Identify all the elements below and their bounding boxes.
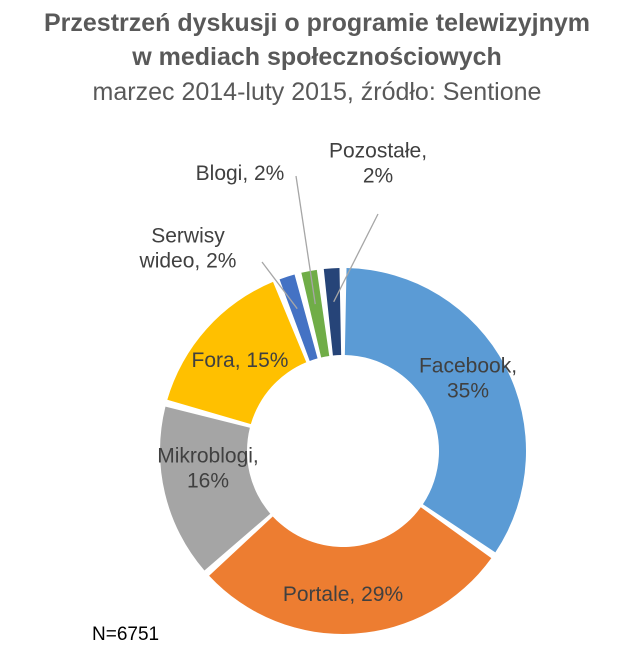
slice-facebook bbox=[344, 268, 527, 553]
chart-title-line-1: Przestrzeń dyskusji o programie telewizy… bbox=[43, 9, 591, 37]
slice-labels: Facebook, 35% Portale, 29% Mikroblogi, 16% Fo… bbox=[139, 140, 517, 607]
label-line: Portale, 29% bbox=[283, 583, 403, 606]
slice-pozostałe bbox=[323, 268, 342, 356]
label-blogi: Blogi, 2% bbox=[196, 162, 285, 185]
label-line: 16% bbox=[187, 470, 229, 493]
donut-slices bbox=[160, 268, 527, 634]
slice-blogi bbox=[301, 269, 330, 358]
label-portale: Portale, 29% bbox=[283, 583, 403, 606]
chart-title-block: Przestrzeń dyskusji o programie telewizy… bbox=[0, 6, 634, 110]
label-facebook: Facebook, 35% bbox=[419, 355, 517, 403]
chart-title-line-2: w mediach społecznościowych bbox=[132, 43, 502, 71]
leader-line-pozostałe bbox=[333, 213, 379, 303]
leader-line-blogi bbox=[295, 175, 316, 305]
label-serwisy-wideo: Serwisy wideo, 2% bbox=[139, 225, 237, 273]
chart-subtitle: marzec 2014-luty 2015, źródło: Sentione bbox=[92, 78, 542, 106]
label-pozostałe: Pozostałe, 2% bbox=[329, 140, 427, 188]
label-line: wideo, 2% bbox=[139, 250, 237, 273]
label-line: Fora, 15% bbox=[192, 349, 289, 372]
slice-fora bbox=[167, 281, 307, 425]
label-line: Facebook, bbox=[419, 355, 517, 378]
label-line: Mikroblogi, bbox=[157, 445, 259, 468]
label-mikroblogi: Mikroblogi, 16% bbox=[157, 445, 259, 493]
slice-serwisy-wideo bbox=[279, 274, 318, 361]
label-line: Serwisy bbox=[151, 225, 225, 248]
slice-portale bbox=[209, 507, 492, 634]
leader-line-serwisy-wideo bbox=[261, 261, 298, 310]
label-fora: Fora, 15% bbox=[192, 349, 289, 372]
label-line: Blogi, 2% bbox=[196, 162, 285, 185]
label-line: 35% bbox=[447, 380, 489, 403]
label-line: 2% bbox=[363, 165, 393, 188]
label-line: Pozostałe, bbox=[329, 140, 427, 163]
leader-lines bbox=[261, 175, 379, 310]
slice-mikroblogi bbox=[160, 406, 271, 571]
sample-size-note: N=6751 bbox=[92, 624, 160, 645]
